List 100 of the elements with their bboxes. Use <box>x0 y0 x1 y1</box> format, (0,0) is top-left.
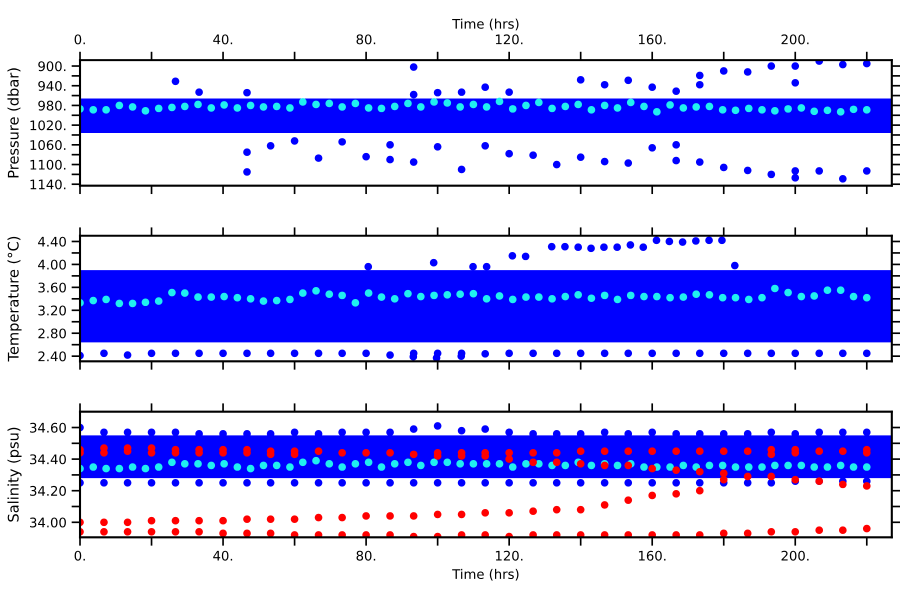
point <box>678 238 686 246</box>
point <box>672 349 680 358</box>
y-tick-label: 34.40 <box>30 454 66 464</box>
point <box>529 151 537 159</box>
x2-tick-label: 200. <box>782 34 809 44</box>
point <box>505 349 513 358</box>
point <box>720 164 728 172</box>
point <box>839 60 847 68</box>
point <box>587 244 595 252</box>
point <box>266 142 274 150</box>
point <box>672 87 680 95</box>
point <box>386 141 394 149</box>
point <box>696 72 704 80</box>
point <box>529 349 537 358</box>
point <box>720 349 728 358</box>
y-tick-label: 900. <box>38 61 66 72</box>
point <box>626 241 634 249</box>
point <box>744 349 752 358</box>
point <box>652 236 660 244</box>
point <box>767 62 776 70</box>
x2-tick-label: 160. <box>638 34 666 44</box>
point <box>386 156 394 164</box>
y-tick-label: 4.40 <box>38 236 66 247</box>
point <box>508 252 516 260</box>
point <box>815 167 824 175</box>
point <box>195 349 203 358</box>
point <box>696 80 704 89</box>
y-tick-label: 2.80 <box>38 328 66 338</box>
point <box>862 60 871 68</box>
point <box>458 166 466 174</box>
point <box>705 236 713 244</box>
y-tick-label: 34.00 <box>30 518 66 528</box>
point <box>481 350 489 358</box>
point <box>731 262 739 270</box>
point <box>624 76 632 84</box>
point <box>338 349 346 358</box>
point <box>791 349 800 358</box>
point <box>574 243 582 252</box>
x2-tick-label: 0. <box>74 34 85 44</box>
point <box>862 349 871 358</box>
point <box>552 349 561 358</box>
x2-axis-title: Time (hrs) <box>452 18 518 30</box>
y-axis-title: Salinity (psu) <box>7 428 22 522</box>
point <box>692 237 700 245</box>
point <box>362 349 370 358</box>
point <box>839 175 847 183</box>
point <box>386 351 394 359</box>
point <box>548 242 556 250</box>
point <box>410 90 418 98</box>
point <box>195 88 203 96</box>
point <box>648 83 656 92</box>
point <box>266 349 274 358</box>
x-tick-label: 40. <box>213 550 232 561</box>
x2-tick-label: 80. <box>356 34 376 44</box>
point <box>124 351 132 359</box>
point <box>410 63 418 71</box>
y-tick-label: 3.20 <box>38 306 66 316</box>
point <box>576 349 584 358</box>
point <box>613 243 621 252</box>
y-axis-title: Temperature (°C) <box>7 236 22 362</box>
point <box>791 167 800 175</box>
point <box>672 141 680 149</box>
y-tick-label: 2.40 <box>38 351 66 362</box>
point <box>172 349 180 358</box>
point <box>791 78 800 87</box>
point <box>624 349 632 358</box>
y-axis-title: Pressure (dbar) <box>7 68 20 178</box>
point <box>362 152 370 160</box>
point <box>862 167 871 175</box>
point <box>672 156 680 164</box>
x-axis-title: Time (hrs) <box>452 568 518 581</box>
x2-tick-label: 40. <box>213 34 232 44</box>
y-tick-label: 3.60 <box>38 282 66 293</box>
point <box>696 349 704 358</box>
x-tick-label: 160. <box>638 550 666 561</box>
point <box>815 349 824 358</box>
point <box>505 88 513 96</box>
point <box>648 144 656 152</box>
y-tick-label: 1140. <box>30 179 66 190</box>
point <box>243 88 251 96</box>
point <box>482 262 490 271</box>
point <box>469 262 477 271</box>
point <box>314 349 322 358</box>
point <box>561 242 569 250</box>
y-tick-label: 34.60 <box>30 422 66 433</box>
point <box>576 153 584 161</box>
point <box>314 154 322 162</box>
x2-tick-label: 120. <box>496 34 522 44</box>
y-tick-label: 1060. <box>30 140 66 150</box>
point <box>432 354 440 362</box>
point <box>148 349 156 358</box>
point <box>744 166 752 174</box>
y-tick-label: 1100. <box>30 160 66 170</box>
x-tick-label: 200. <box>782 550 809 561</box>
x-tick-label: 0. <box>74 550 85 561</box>
point <box>600 80 608 89</box>
point <box>720 67 728 75</box>
point <box>290 137 298 145</box>
x-tick-label: 80. <box>356 550 376 561</box>
point <box>458 88 466 96</box>
